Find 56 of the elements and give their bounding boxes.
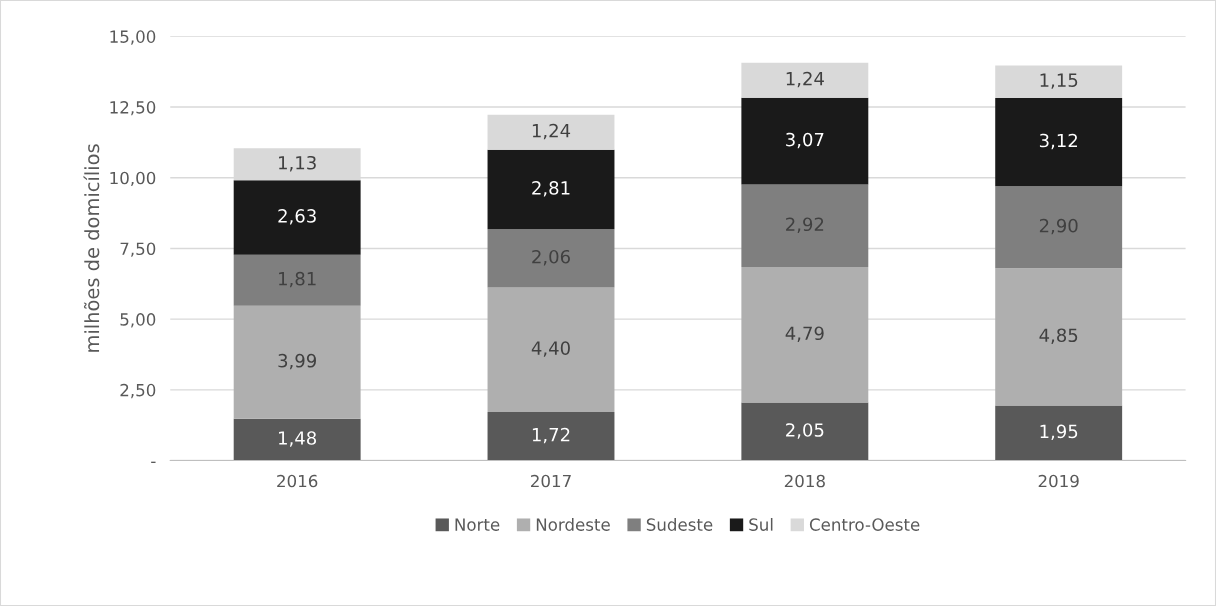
data-label: 1,95 [1040, 424, 1078, 441]
bar [995, 405, 1123, 461]
data-label: 2,90 [1039, 218, 1078, 235]
legend-label: Sudeste [646, 517, 713, 531]
data-label: 1,15 [1040, 73, 1078, 89]
x-tick-label: 2018 [784, 474, 825, 488]
bar [233, 180, 361, 255]
data-label: 1,24 [532, 123, 571, 140]
legend-label: Sul [749, 517, 773, 531]
y-tick-label: - [151, 461, 156, 463]
bar [995, 186, 1123, 269]
bar [741, 97, 869, 185]
data-label: 2,06 [532, 249, 570, 266]
bar [995, 65, 1123, 99]
y-tick-label: 10,00 [110, 171, 156, 187]
data-label: 3,99 [278, 353, 316, 370]
data-label: 4,40 [531, 341, 570, 357]
y-tick-label: 7,50 [120, 242, 156, 257]
data-label: 1,13 [279, 155, 316, 172]
bar [741, 184, 869, 268]
x-tick-label: 2019 [1038, 474, 1079, 488]
data-label: 1,72 [532, 427, 570, 444]
bar [487, 229, 615, 288]
bar [995, 268, 1123, 406]
data-label: 3,12 [1039, 133, 1077, 150]
x-tick-label: 2017 [531, 474, 571, 488]
bar [487, 149, 615, 230]
data-label: 1,81 [279, 271, 316, 288]
bar [233, 305, 361, 419]
data-label: 2,81 [532, 181, 570, 197]
bar [741, 62, 869, 98]
data-label: 2,05 [786, 423, 824, 439]
bar [487, 287, 615, 412]
bar [233, 254, 361, 306]
bar [233, 418, 361, 461]
data-label: 2,63 [278, 209, 316, 225]
x-tick-label: 2016 [277, 474, 318, 488]
data-label: 2,92 [786, 217, 824, 233]
y-axis-title: milhões de domicílios [83, 144, 100, 352]
legend-label: Norte [455, 518, 500, 531]
bar [487, 114, 615, 150]
bar [741, 402, 869, 461]
data-label: 4,85 [1039, 328, 1078, 344]
y-tick-label: 2,50 [120, 383, 156, 399]
data-label: 3,07 [786, 132, 824, 149]
legend-label: Nordeste [536, 517, 610, 531]
bar [487, 411, 615, 461]
legend-label: Centro-Oeste [809, 518, 920, 531]
y-tick-label: 12,50 [110, 101, 156, 116]
bar [741, 267, 869, 403]
data-label: 4,79 [785, 326, 824, 342]
y-tick-label: 5,00 [120, 313, 156, 328]
y-tick-label: 15,00 [110, 30, 156, 45]
data-label: 1,48 [279, 431, 317, 447]
bar [995, 98, 1123, 187]
data-label: 1,24 [786, 71, 824, 88]
